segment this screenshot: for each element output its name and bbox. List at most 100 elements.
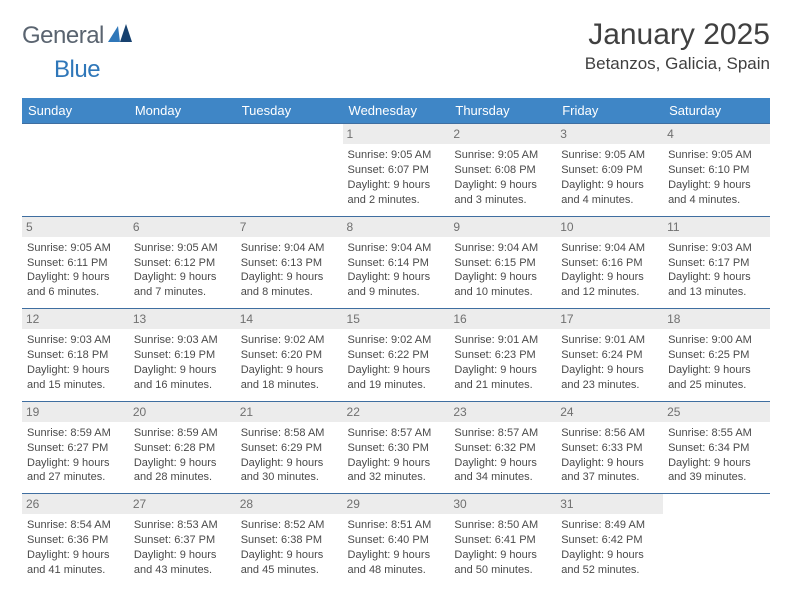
sunrise-text: Sunrise: 8:57 AM: [348, 426, 445, 441]
dl1-text: Daylight: 9 hours: [348, 548, 445, 563]
sunset-text: Sunset: 6:19 PM: [134, 348, 231, 363]
sunset-text: Sunset: 6:34 PM: [668, 441, 765, 456]
dl1-text: Daylight: 9 hours: [134, 548, 231, 563]
dl2-text: and 19 minutes.: [348, 378, 445, 393]
dl2-text: and 8 minutes.: [241, 285, 338, 300]
day-number: 1: [343, 124, 450, 144]
dl2-text: and 3 minutes.: [454, 193, 551, 208]
day-number: 4: [663, 124, 770, 144]
sunrise-text: Sunrise: 8:53 AM: [134, 518, 231, 533]
day-cell: 24Sunrise: 8:56 AMSunset: 6:33 PMDayligh…: [556, 401, 663, 494]
week-row: 19Sunrise: 8:59 AMSunset: 6:27 PMDayligh…: [22, 401, 770, 494]
day-number: 8: [343, 217, 450, 237]
day-cell: 22Sunrise: 8:57 AMSunset: 6:30 PMDayligh…: [343, 401, 450, 494]
dl2-text: and 21 minutes.: [454, 378, 551, 393]
sunset-text: Sunset: 6:17 PM: [668, 256, 765, 271]
day-number: 17: [556, 309, 663, 329]
day-cell: 25Sunrise: 8:55 AMSunset: 6:34 PMDayligh…: [663, 401, 770, 494]
day-cell: 30Sunrise: 8:50 AMSunset: 6:41 PMDayligh…: [449, 494, 556, 586]
dl2-text: and 30 minutes.: [241, 470, 338, 485]
dl1-text: Daylight: 9 hours: [668, 178, 765, 193]
dl1-text: Daylight: 9 hours: [454, 363, 551, 378]
sunset-text: Sunset: 6:23 PM: [454, 348, 551, 363]
dl1-text: Daylight: 9 hours: [27, 456, 124, 471]
sunset-text: Sunset: 6:29 PM: [241, 441, 338, 456]
day-number: 2: [449, 124, 556, 144]
dl1-text: Daylight: 9 hours: [348, 456, 445, 471]
sunset-text: Sunset: 6:13 PM: [241, 256, 338, 271]
sunrise-text: Sunrise: 9:04 AM: [241, 241, 338, 256]
dl2-text: and 27 minutes.: [27, 470, 124, 485]
dl1-text: Daylight: 9 hours: [27, 548, 124, 563]
dl1-text: Daylight: 9 hours: [134, 456, 231, 471]
sunset-text: Sunset: 6:16 PM: [561, 256, 658, 271]
dl1-text: Daylight: 9 hours: [561, 363, 658, 378]
dl2-text: and 4 minutes.: [561, 193, 658, 208]
day-cell: [663, 494, 770, 586]
dayname-tuesday: Tuesday: [236, 98, 343, 124]
dl2-text: and 48 minutes.: [348, 563, 445, 578]
sunrise-text: Sunrise: 9:03 AM: [27, 333, 124, 348]
day-number: 11: [663, 217, 770, 237]
dl2-text: and 10 minutes.: [454, 285, 551, 300]
dl2-text: and 13 minutes.: [668, 285, 765, 300]
sunrise-text: Sunrise: 9:00 AM: [668, 333, 765, 348]
sunset-text: Sunset: 6:14 PM: [348, 256, 445, 271]
sunrise-text: Sunrise: 8:55 AM: [668, 426, 765, 441]
sunset-text: Sunset: 6:42 PM: [561, 533, 658, 548]
week-row: 1 Sunrise: 9:05 AMSunset: 6:07 PM Daylight…: [22, 124, 770, 217]
day-number: 19: [22, 402, 129, 422]
day-cell: 23Sunrise: 8:57 AMSunset: 6:32 PMDayligh…: [449, 401, 556, 494]
sunset-text: Sunset: 6:27 PM: [27, 441, 124, 456]
week-row: 5Sunrise: 9:05 AMSunset: 6:11 PMDaylight…: [22, 216, 770, 309]
logo-text-blue: Blue: [54, 56, 100, 83]
dl2-text: and 4 minutes.: [668, 193, 765, 208]
day-cell: 29Sunrise: 8:51 AMSunset: 6:40 PMDayligh…: [343, 494, 450, 586]
dl2-text: and 25 minutes.: [668, 378, 765, 393]
day-cell: 5Sunrise: 9:05 AMSunset: 6:11 PMDaylight…: [22, 216, 129, 309]
dl1-text: Daylight: 9 hours: [668, 270, 765, 285]
sunset-text: Sunset: 6:07 PM: [348, 163, 445, 178]
day-number: 6: [129, 217, 236, 237]
sunset-text: Sunset: 6:36 PM: [27, 533, 124, 548]
dl1-text: Daylight: 9 hours: [348, 363, 445, 378]
location: Betanzos, Galicia, Spain: [585, 54, 770, 74]
sunrise-text: Sunrise: 8:51 AM: [348, 518, 445, 533]
day-cell: 27Sunrise: 8:53 AMSunset: 6:37 PMDayligh…: [129, 494, 236, 586]
dl2-text: and 34 minutes.: [454, 470, 551, 485]
sunset-text: Sunset: 6:12 PM: [134, 256, 231, 271]
month-title: January 2025: [585, 18, 770, 52]
day-cell: 13Sunrise: 9:03 AMSunset: 6:19 PMDayligh…: [129, 309, 236, 402]
sunrise-text: Sunrise: 8:54 AM: [27, 518, 124, 533]
sunset-text: Sunset: 6:11 PM: [27, 256, 124, 271]
day-cell: 6Sunrise: 9:05 AMSunset: 6:12 PMDaylight…: [129, 216, 236, 309]
day-number: 26: [22, 494, 129, 514]
dl1-text: Daylight: 9 hours: [27, 270, 124, 285]
logo: General: [22, 22, 132, 50]
sunset-text: Sunset: 6:09 PM: [561, 163, 658, 178]
day-number: 27: [129, 494, 236, 514]
sunrise-text: Sunrise: 8:59 AM: [27, 426, 124, 441]
dl2-text: and 23 minutes.: [561, 378, 658, 393]
sunrise-text: Sunrise: 9:04 AM: [454, 241, 551, 256]
dayname-row: Sunday Monday Tuesday Wednesday Thursday…: [22, 98, 770, 124]
dl1-text: Daylight: 9 hours: [561, 548, 658, 563]
dl2-text: and 6 minutes.: [27, 285, 124, 300]
sunset-text: Sunset: 6:10 PM: [668, 163, 765, 178]
day-number: 10: [556, 217, 663, 237]
sunrise-text: Sunrise: 9:05 AM: [348, 148, 445, 163]
sunrise-text: Sunrise: 9:04 AM: [561, 241, 658, 256]
sunrise-text: Sunrise: 8:56 AM: [561, 426, 658, 441]
day-cell: 18Sunrise: 9:00 AMSunset: 6:25 PMDayligh…: [663, 309, 770, 402]
dayname-saturday: Saturday: [663, 98, 770, 124]
sunrise-text: Sunrise: 8:50 AM: [454, 518, 551, 533]
sunrise-text: Sunrise: 9:03 AM: [134, 333, 231, 348]
day-cell: [22, 124, 129, 217]
day-number: 28: [236, 494, 343, 514]
day-number: 25: [663, 402, 770, 422]
sunrise-text: Sunrise: 8:58 AM: [241, 426, 338, 441]
dl1-text: Daylight: 9 hours: [668, 363, 765, 378]
day-number: 15: [343, 309, 450, 329]
sunrise-text: Sunrise: 9:03 AM: [668, 241, 765, 256]
dl2-text: and 43 minutes.: [134, 563, 231, 578]
